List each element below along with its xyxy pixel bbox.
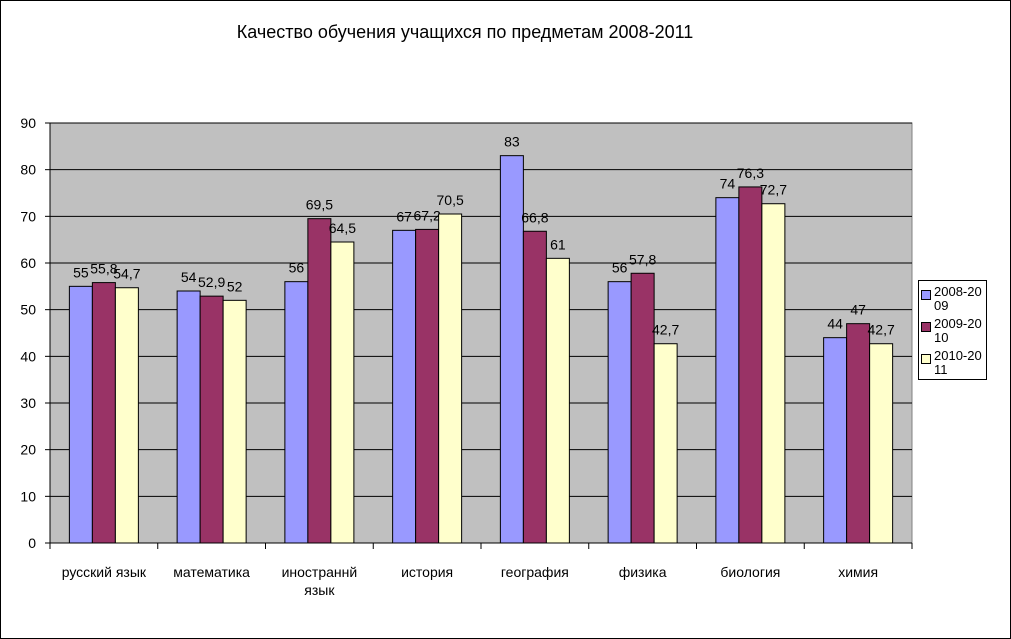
y-tick-label-20: 20	[20, 442, 36, 458]
legend-label-series-3: 2010-2011	[934, 348, 982, 377]
legend-label-series-2: 2009-2010	[934, 316, 982, 345]
x-tick-label-1: математика	[173, 564, 250, 580]
legend-swatch-series-3	[921, 354, 931, 364]
data-label-series-3-1: 52	[227, 278, 243, 294]
y-tick-label-50: 50	[20, 302, 36, 318]
bar-series-1-3	[392, 229, 417, 544]
y-tick-label-80: 80	[20, 162, 36, 178]
y-tick-label-70: 70	[20, 208, 36, 224]
data-label-series-1-4: 83	[504, 134, 520, 150]
legend-label-series-1: 2008-2009	[934, 284, 982, 313]
bar-series-2-4	[522, 230, 547, 544]
data-label-series-1-3: 67	[396, 208, 412, 224]
bar-series-2-7	[846, 323, 871, 544]
y-tick-label-30: 30	[20, 395, 36, 411]
data-label-series-1-0: 55	[73, 264, 89, 280]
legend: 2008-2009 2009-2010 2010-2011	[918, 280, 987, 380]
y-tick-label-10: 10	[20, 488, 36, 504]
data-label-series-3-3: 70,5	[437, 192, 464, 208]
chart-title: Качество обучения учащихся по предметам …	[236, 22, 694, 42]
bar-series-3-2	[330, 241, 355, 544]
bar-series-2-5	[630, 272, 655, 544]
data-label-series-2-5: 57,8	[629, 251, 656, 267]
bar-series-2-1	[199, 295, 224, 544]
bar-series-2-6	[738, 186, 763, 544]
bar-series-1-4	[499, 155, 524, 544]
bar-series-3-7	[869, 343, 894, 544]
x-tick-label-2: иностраннй язык	[282, 564, 358, 598]
x-tick-label-6: биология	[720, 564, 780, 580]
legend-swatch-series-2	[921, 322, 931, 332]
bar-series-3-3	[438, 213, 463, 544]
x-tick-label-3: история	[401, 564, 453, 580]
y-tick-label-40: 40	[20, 348, 36, 364]
data-label-series-2-3: 67,2	[414, 207, 441, 223]
bar-series-1-1	[176, 290, 201, 544]
data-label-series-3-6: 72,7	[760, 182, 787, 198]
data-label-series-3-0: 54,7	[113, 266, 140, 282]
bar-series-1-2	[284, 281, 309, 544]
bar-series-2-3	[415, 228, 440, 544]
bar-series-3-6	[761, 203, 786, 544]
bar-series-3-4	[545, 257, 570, 544]
data-label-series-2-0: 55,8	[90, 261, 117, 277]
bar-series-3-0	[114, 287, 139, 544]
bar-series-1-5	[607, 281, 632, 544]
data-label-series-1-7: 44	[827, 316, 843, 332]
data-label-series-1-5: 56	[612, 260, 628, 276]
data-label-series-3-5: 42,7	[652, 322, 679, 338]
data-label-series-2-1: 52,9	[198, 274, 225, 290]
bar-series-1-6	[715, 197, 740, 544]
data-label-series-3-7: 42,7	[868, 322, 895, 338]
data-label-series-1-2: 56	[289, 260, 305, 276]
data-label-series-2-6: 76,3	[737, 165, 764, 181]
bar-series-1-0	[68, 285, 93, 544]
data-label-series-2-7: 47	[850, 302, 866, 318]
data-label-series-2-2: 69,5	[306, 197, 333, 213]
y-tick-label-60: 60	[20, 255, 36, 271]
x-tick-label-5: физика	[619, 564, 667, 580]
y-tick-label-0: 0	[28, 535, 36, 551]
y-tick-label-90: 90	[20, 115, 36, 131]
data-label-series-2-4: 66,8	[521, 209, 548, 225]
bar-series-2-0	[91, 282, 116, 544]
bar-series-2-2	[307, 218, 332, 544]
x-tick-label-4: география	[501, 564, 569, 580]
data-label-series-1-1: 54	[181, 269, 197, 285]
data-label-series-3-2: 64,5	[329, 220, 356, 236]
bar-series-3-1	[222, 299, 247, 544]
x-tick-label-7: химия	[838, 564, 878, 580]
legend-swatch-series-1	[921, 290, 931, 300]
x-tick-label-0: русский язык	[62, 564, 147, 580]
bar-series-3-5	[653, 343, 678, 544]
bar-series-1-7	[823, 337, 848, 544]
data-label-series-1-6: 74	[720, 176, 736, 192]
data-label-series-3-4: 61	[550, 236, 566, 252]
